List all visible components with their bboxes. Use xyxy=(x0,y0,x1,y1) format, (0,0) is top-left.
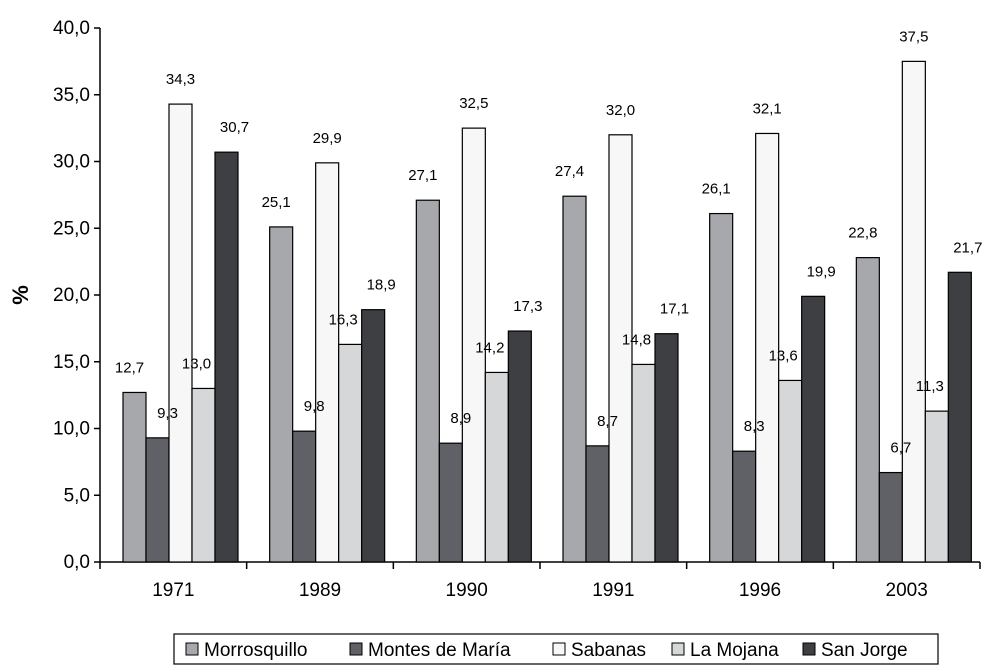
bar xyxy=(122,391,147,563)
bar xyxy=(361,309,386,563)
bar xyxy=(755,132,780,563)
bar xyxy=(338,343,363,563)
y-tick-label: 20,0 xyxy=(53,285,90,306)
legend-label: San Jorge xyxy=(821,640,908,661)
data-label: 8,7 xyxy=(597,413,618,430)
data-label: 32,5 xyxy=(459,95,488,112)
bar xyxy=(801,295,826,563)
legend-label: Sabanas xyxy=(571,640,646,661)
bar xyxy=(901,60,926,563)
legend-swatch xyxy=(552,642,566,656)
data-label: 17,1 xyxy=(660,301,689,318)
x-tick-label: 1971 xyxy=(152,580,194,601)
data-label: 22,8 xyxy=(848,225,877,242)
data-label: 29,9 xyxy=(313,130,342,147)
bar xyxy=(608,134,633,563)
x-tick-label: 2003 xyxy=(886,580,928,601)
data-label: 37,5 xyxy=(899,28,928,45)
bar xyxy=(315,162,340,563)
bars xyxy=(122,60,972,563)
bar xyxy=(778,379,803,563)
legend-swatch xyxy=(802,642,816,656)
data-label: 9,3 xyxy=(157,405,178,422)
data-label: 13,0 xyxy=(182,355,211,372)
data-label: 27,1 xyxy=(408,167,437,184)
bar xyxy=(732,450,757,563)
bar xyxy=(507,330,532,563)
legend-swatch xyxy=(671,642,685,656)
x-axis: 1971 1989 1990 1991 1996 2003 xyxy=(99,561,981,601)
data-label: 9,8 xyxy=(304,398,325,415)
bar xyxy=(855,257,880,563)
bar xyxy=(415,199,440,563)
bar xyxy=(292,430,317,563)
data-labels: 12,7 9,3 34,3 13,0 30,7 25,1 9,8 29,9 16,3 18,9 27… xyxy=(115,28,983,456)
bar xyxy=(438,442,463,563)
data-label: 27,4 xyxy=(555,163,584,180)
x-tick-label: 1996 xyxy=(739,580,781,601)
bar xyxy=(269,226,294,563)
data-label: 32,0 xyxy=(606,102,635,119)
data-label: 32,1 xyxy=(753,100,782,117)
data-label: 34,3 xyxy=(166,71,195,88)
bar xyxy=(878,471,903,563)
data-label: 14,8 xyxy=(622,331,651,348)
legend-label: Morrosquillo xyxy=(204,640,307,661)
data-label: 14,2 xyxy=(475,339,504,356)
y-tick-label: 15,0 xyxy=(53,352,90,373)
bar xyxy=(484,371,509,563)
y-tick-label: 0,0 xyxy=(64,552,90,573)
data-label: 18,9 xyxy=(367,277,396,294)
x-tick-label: 1991 xyxy=(592,580,634,601)
legend: Morrosquillo Montes de María Sabanas La Moj… xyxy=(173,633,939,665)
data-label: 13,6 xyxy=(769,347,798,364)
data-label: 26,1 xyxy=(702,181,731,198)
bar xyxy=(145,437,170,563)
data-label: 17,3 xyxy=(513,298,542,315)
x-tick-label: 1990 xyxy=(446,580,488,601)
legend-swatch xyxy=(185,642,199,656)
x-tick-label: 1989 xyxy=(299,580,341,601)
data-label: 11,3 xyxy=(916,378,944,395)
y-axis-title: % xyxy=(8,285,33,305)
legend-swatch xyxy=(349,642,363,656)
legend-label: La Mojana xyxy=(690,640,779,661)
data-label: 16,3 xyxy=(329,311,358,328)
y-tick-label: 5,0 xyxy=(64,485,90,506)
data-label: 8,9 xyxy=(450,410,471,427)
bar xyxy=(654,333,679,563)
y-tick-label: 30,0 xyxy=(53,152,90,173)
y-tick-label: 25,0 xyxy=(53,218,90,239)
bar xyxy=(168,103,193,563)
y-axis: 0,0 5,0 10,0 15,0 20,0 25,0 30,0 35,0 40,0 xyxy=(53,18,101,573)
bar xyxy=(191,387,216,563)
bar xyxy=(709,212,734,563)
data-label: 12,7 xyxy=(115,359,144,376)
data-label: 25,1 xyxy=(262,194,291,211)
bar xyxy=(947,271,972,563)
data-label: 19,9 xyxy=(807,263,836,280)
bar xyxy=(214,151,239,563)
legend-label: Montes de María xyxy=(368,640,511,661)
data-label: 21,7 xyxy=(953,239,982,256)
bar xyxy=(562,195,587,563)
y-tick-label: 35,0 xyxy=(53,85,90,106)
bar xyxy=(585,445,610,563)
data-label: 30,7 xyxy=(220,119,249,136)
bar xyxy=(924,410,949,563)
bar xyxy=(461,127,486,563)
bar xyxy=(631,363,656,563)
data-label: 8,3 xyxy=(744,418,765,435)
y-tick-label: 40,0 xyxy=(53,18,90,39)
y-tick-label: 10,0 xyxy=(53,419,90,440)
data-label: 6,7 xyxy=(890,440,911,457)
